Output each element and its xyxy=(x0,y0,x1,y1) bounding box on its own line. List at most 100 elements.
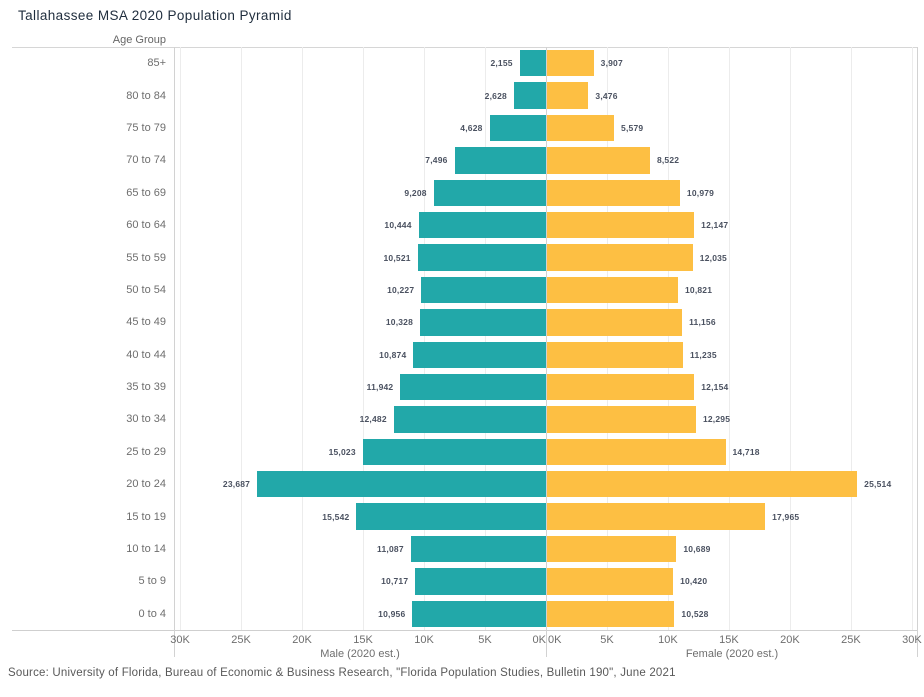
female-bar[interactable] xyxy=(546,471,858,498)
male-panel: 2,155 xyxy=(174,47,546,79)
male-bar[interactable] xyxy=(400,373,546,401)
age-label: 45 to 49 xyxy=(126,316,166,329)
center-axis-divider xyxy=(546,47,547,657)
female-value-label: 12,154 xyxy=(701,382,729,393)
male-bar[interactable] xyxy=(489,114,546,142)
age-label: 70 to 74 xyxy=(126,154,166,167)
male-bar[interactable] xyxy=(393,406,546,433)
male-value-label: 10,521 xyxy=(383,252,411,263)
female-panel: 3,476 xyxy=(546,79,918,111)
female-panel: 11,156 xyxy=(546,306,918,338)
pyramid-row: 30 to 34 12,482 12,295 xyxy=(12,403,918,435)
female-bar[interactable] xyxy=(546,341,684,368)
male-bar[interactable] xyxy=(433,179,546,206)
female-value-label: 12,035 xyxy=(699,252,727,263)
gridline xyxy=(424,47,426,630)
female-axis-title: Female (2020 est.) xyxy=(685,648,779,660)
age-label: 80 to 84 xyxy=(126,89,166,102)
female-panel: 10,689 xyxy=(546,533,918,565)
pyramid-rows: 85+ 2,155 3,907 80 to 84 2,628 3,476 75 to 79 4… xyxy=(12,47,918,630)
female-panel: 10,821 xyxy=(546,274,918,306)
male-panel: 10,874 xyxy=(174,339,546,371)
female-bar[interactable] xyxy=(546,568,674,595)
female-panel: 10,420 xyxy=(546,565,918,597)
male-value-label: 10,227 xyxy=(387,284,415,295)
male-bar[interactable] xyxy=(412,600,546,628)
female-value-label: 10,821 xyxy=(684,284,713,295)
female-axis-tick: 30K xyxy=(902,634,922,646)
male-axis-tick: 15K xyxy=(353,634,373,646)
female-bar[interactable] xyxy=(546,438,726,466)
male-bar[interactable] xyxy=(362,438,546,466)
male-bar[interactable] xyxy=(413,341,546,368)
male-value-label: 4,628 xyxy=(460,122,483,133)
male-bar[interactable] xyxy=(418,211,546,239)
age-label: 65 to 69 xyxy=(126,186,166,199)
male-panel: 10,328 xyxy=(174,306,546,338)
female-bar[interactable] xyxy=(546,406,696,433)
male-value-label: 10,956 xyxy=(378,608,406,619)
female-value-label: 12,295 xyxy=(702,414,731,425)
female-bar[interactable] xyxy=(546,82,589,109)
male-bar[interactable] xyxy=(421,276,546,304)
male-bar[interactable] xyxy=(519,50,546,77)
male-axis-tick: 0K xyxy=(532,634,546,646)
female-bar[interactable] xyxy=(546,309,683,336)
male-bar[interactable] xyxy=(257,471,546,498)
male-bar[interactable] xyxy=(513,82,546,109)
female-bar[interactable] xyxy=(546,373,695,401)
pyramid-row: 10 to 14 11,087 10,689 xyxy=(12,533,918,565)
female-value-label: 25,514 xyxy=(864,479,892,490)
male-bar[interactable] xyxy=(415,568,546,595)
gridline xyxy=(241,47,243,630)
pyramid-row: 0 to 4 10,956 10,528 xyxy=(12,598,918,630)
gridline xyxy=(302,47,304,630)
male-value-label: 23,687 xyxy=(222,479,251,490)
male-axis-tick: 30K xyxy=(170,634,190,646)
male-panel: 12,482 xyxy=(174,403,546,435)
pyramid-row: 45 to 49 10,328 11,156 xyxy=(12,306,918,338)
female-axis-tick: 25K xyxy=(841,634,861,646)
female-bar[interactable] xyxy=(546,276,678,304)
female-bar[interactable] xyxy=(546,179,680,206)
female-panel: 8,522 xyxy=(546,144,918,176)
x-axis-ticks: 0K 0K 5K 5K 10K 10K 15K 15K 20K 20K 25K 25K 30K 30K xyxy=(170,634,921,648)
female-bar[interactable] xyxy=(546,147,650,174)
male-bar[interactable] xyxy=(410,535,546,563)
age-label: 35 to 39 xyxy=(126,381,166,394)
female-axis-tick: 5K xyxy=(600,634,614,646)
gridline xyxy=(180,47,182,630)
male-panel: 10,956 xyxy=(174,598,546,630)
female-bar[interactable] xyxy=(546,600,675,628)
age-label: 75 to 79 xyxy=(126,121,166,134)
male-bar[interactable] xyxy=(454,147,546,174)
gridline xyxy=(911,47,913,630)
male-panel: 4,628 xyxy=(174,112,546,144)
female-bar[interactable] xyxy=(546,50,594,77)
female-panel: 5,579 xyxy=(546,112,918,144)
male-axis-tick: 20K xyxy=(292,634,312,646)
female-bar[interactable] xyxy=(546,114,615,142)
female-bar[interactable] xyxy=(546,535,677,563)
pyramid-row: 50 to 54 10,227 10,821 xyxy=(12,274,918,306)
male-panel: 15,542 xyxy=(174,500,546,532)
male-value-label: 7,496 xyxy=(425,155,448,166)
gridline-layer xyxy=(174,47,918,630)
female-value-label: 17,965 xyxy=(772,511,800,522)
age-label: 85+ xyxy=(147,57,166,70)
male-value-label: 2,628 xyxy=(484,90,507,101)
male-value-label: 11,942 xyxy=(366,382,394,393)
age-label: 50 to 54 xyxy=(126,283,166,296)
female-bar[interactable] xyxy=(546,211,695,239)
male-bar[interactable] xyxy=(356,503,546,530)
male-panel: 10,521 xyxy=(174,241,546,273)
male-bar[interactable] xyxy=(417,244,546,271)
female-bar[interactable] xyxy=(546,503,766,530)
pyramid-row: 20 to 24 23,687 25,514 xyxy=(12,468,918,500)
male-value-label: 2,155 xyxy=(490,58,513,69)
female-bar[interactable] xyxy=(546,244,693,271)
age-label: 30 to 34 xyxy=(126,413,166,426)
male-bar[interactable] xyxy=(420,309,546,336)
male-panel: 9,208 xyxy=(174,177,546,209)
